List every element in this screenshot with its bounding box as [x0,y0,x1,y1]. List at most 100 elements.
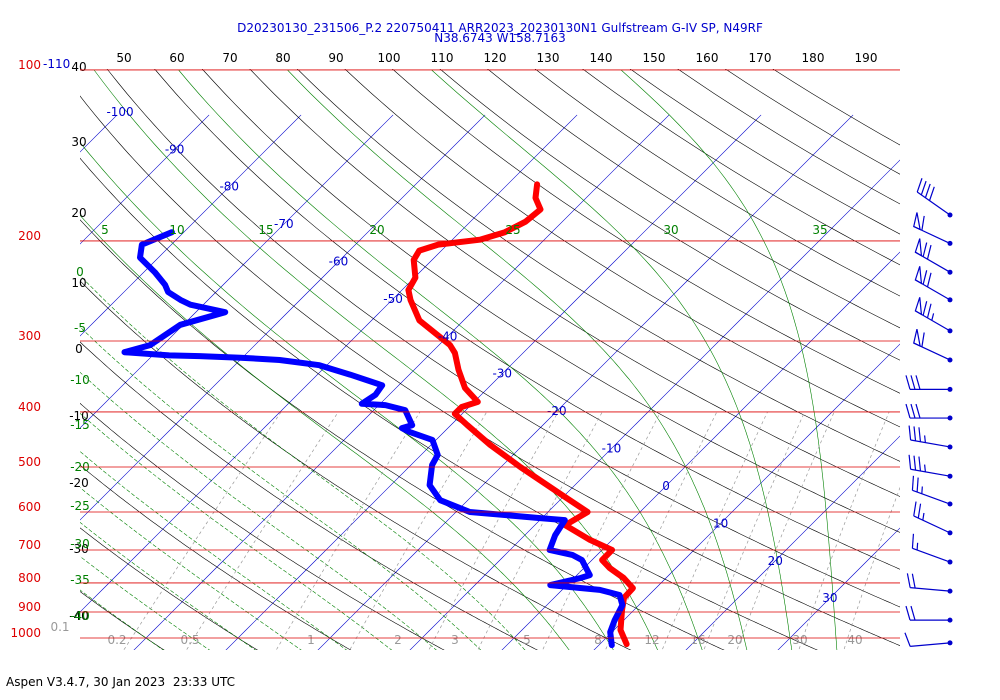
wind-barb [911,475,953,507]
barb-full [910,403,916,419]
isotherm-label: -40 [438,329,458,343]
dry-adiabat-label: 80 [275,51,290,65]
wind-barb [904,632,953,647]
dry-adiabat [296,69,900,462]
isotherm-label: 30 [822,591,837,605]
isotherm-line [80,114,302,337]
dry-adiabat [80,157,818,650]
barb-half [922,512,925,521]
mixing-ratio-label: 3 [451,633,459,647]
barb-half [921,486,923,494]
barb-full [917,503,922,519]
barb-full [921,215,925,231]
barb-station [947,415,953,421]
dry-adiabat-label: 0 [75,342,83,356]
isotherm-line [409,159,900,650]
dry-adiabat-label: 190 [855,51,878,65]
dry-adiabat [80,95,900,646]
moist-adiabat [620,69,838,650]
mixing-ratio-label: 20 [727,633,742,647]
barb-pennant [913,212,921,231]
isotherm-line [80,114,578,613]
footer: Aspen V3.4.7, 30 Jan 2023 23:33 UTC [6,675,235,689]
isotherm-line [133,114,670,650]
barb-station [947,473,953,479]
isotherm-label: -30 [492,367,512,381]
mixing-ratio-line [661,411,768,650]
dry-adiabat-label: 180 [802,51,825,65]
dry-adiabat-label: 160 [696,51,719,65]
dry-adiabat-label: 60 [169,51,184,65]
barb-full [905,605,911,621]
pressure-label: 300 [18,329,41,343]
dry-adiabat [344,69,900,428]
dry-adiabat-label: 110 [431,51,454,65]
moist-adiabat-label: -5 [74,321,86,335]
wind-barb [905,375,953,392]
dry-adiabat [201,69,900,533]
moist-adiabat-label: 30 [663,223,678,237]
moist-adiabat [93,69,659,650]
isotherm-label: -70 [274,217,294,231]
chart-title: D20230130_231506_P.2 220750411 ARR2023_2… [237,21,763,35]
isotherm-line [80,114,486,521]
dry-adiabat-label: 140 [590,51,613,65]
moist-adiabat-label: 0 [76,265,84,279]
wind-barb [914,297,953,334]
moist-adiabat-label: 20 [369,223,384,237]
barb-full [904,632,911,647]
barb-full [920,180,927,196]
mixing-ratio-label: 0.5 [180,633,199,647]
barb-full [928,186,935,201]
moist-adiabat-label: -35 [70,573,90,587]
isotherm-label: -100 [106,105,133,119]
dry-adiabat [80,527,258,650]
barb-shaft [910,587,951,592]
mixing-ratio-label: 2 [394,633,402,647]
pressure-label: 700 [18,538,41,552]
barb-full [910,605,916,621]
barb-shaft [912,489,951,505]
dry-adiabat-label: 30 [71,135,86,149]
barb-pennant [913,328,921,348]
isotherm-line [777,527,900,650]
isotherm-label: 0 [662,479,670,493]
isotherm-label: 20 [768,554,783,568]
dry-adiabat [80,341,538,650]
mixing-ratio-label: 12 [644,633,659,647]
barb-full [908,454,912,470]
isotherm-line [501,251,900,650]
barb-full [926,303,932,319]
dry-adiabat-label: 50 [116,51,131,65]
mixing-ratio-label: 0.1 [50,620,69,634]
mixing-ratio-line [186,411,339,650]
dry-adiabat [106,69,900,608]
barb-station [947,640,953,646]
pressure-label: 400 [18,400,41,414]
isotherm-line [593,343,900,650]
moist-adiabat-label: 10 [169,223,184,237]
moist-adiabat [80,214,570,650]
barb-full [922,242,928,257]
barb-full [926,244,932,260]
mixing-ratio-line [123,411,282,650]
dry-adiabat-label: 100 [378,51,401,65]
dry-adiabat [80,402,445,650]
barb-station [947,588,953,594]
barb-half [924,435,926,443]
moist-adiabat [80,487,302,650]
barb-half [924,464,926,472]
moist-adiabat [80,275,526,650]
barb-full [913,455,917,471]
wind-barb [914,238,953,275]
dry-adiabat-label: 120 [484,51,507,65]
barb-pennant [914,238,923,257]
barb-full [918,427,922,442]
barb-station [947,386,953,392]
barb-shaft [912,547,951,563]
barb-shaft [910,642,951,647]
dewpoint-profile [121,229,626,649]
dry-adiabat [80,280,632,650]
dry-adiabat [392,69,900,394]
